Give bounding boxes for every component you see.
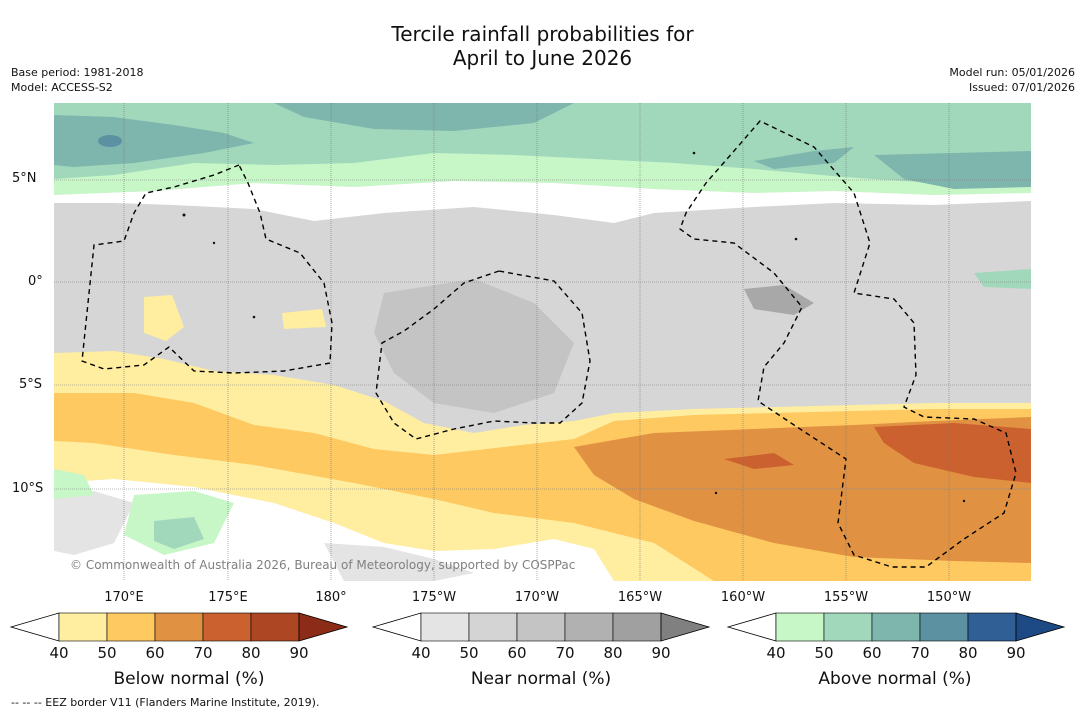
above-normal-north-60 — [54, 115, 254, 167]
colorbar-segment — [420, 612, 470, 642]
title-line-1: Tercile rainfall probabilities for — [391, 22, 694, 46]
colorbar-label-above: Above normal (%) — [818, 669, 972, 689]
colorbar-segment — [919, 612, 969, 642]
colorbar-tick-label: 40 — [766, 644, 786, 662]
colorbar-segment — [106, 612, 156, 642]
colorbar-segment — [250, 612, 300, 642]
above-normal-north-60c — [874, 151, 1031, 189]
colorbar-high-extend — [298, 612, 349, 642]
colorbar-segment — [202, 612, 252, 642]
lat-tick-5s: 5°S — [19, 377, 43, 392]
colorbar-low-extend — [371, 612, 422, 642]
colorbar-low-extend — [726, 612, 777, 642]
colorbar-tick-label: 40 — [411, 644, 431, 662]
lon-tick-170e: 170°E — [104, 590, 144, 605]
colorbar-tick-label: 90 — [1006, 644, 1026, 662]
lon-tick-160w: 160°W — [720, 590, 766, 605]
colorbar-tick-label: 80 — [603, 644, 623, 662]
colorbar-tick-label: 60 — [145, 644, 165, 662]
near-normal-southwest — [54, 491, 474, 581]
model-name: Model: ACCESS-S2 — [11, 81, 113, 94]
colorbar-tick-label: 50 — [97, 644, 117, 662]
colorbar-label-near: Near normal (%) — [470, 669, 612, 689]
near-normal-dark-patch — [744, 285, 814, 315]
colorbar-tick-label: 70 — [193, 644, 213, 662]
above-normal-southwest-50 — [154, 517, 204, 549]
colorbar-segment — [823, 612, 873, 642]
colorbar-tick-label: 90 — [651, 644, 671, 662]
above-normal-equator-east — [974, 269, 1031, 289]
island — [794, 237, 798, 241]
lon-tick-175e: 175°E — [208, 590, 248, 605]
islands — [182, 151, 966, 503]
island — [962, 499, 966, 503]
island — [692, 151, 696, 155]
colorbar-tick-label: 70 — [555, 644, 575, 662]
eez-border-west — [81, 164, 333, 374]
island — [714, 491, 718, 495]
colorbar-near-normal — [371, 612, 711, 642]
meta-left: Base period: 1981-2018 Model: ACCESS-S2 — [11, 65, 143, 95]
colorbar-below-normal — [9, 612, 349, 642]
meta-right: Model run: 05/01/2026 Issued: 07/01/2026 — [949, 65, 1075, 95]
lat-tick-10s: 10°S — [12, 481, 44, 496]
title-line-2: April to June 2026 — [452, 46, 633, 70]
colorbar-label-below: Below normal (%) — [113, 669, 265, 689]
above-normal-north-60b — [274, 103, 574, 131]
colorbar-tick-label: 80 — [241, 644, 261, 662]
colorbar-segment — [516, 612, 566, 642]
island — [212, 241, 216, 245]
colorbars — [9, 612, 1066, 642]
graticule — [54, 103, 1031, 581]
colorbar-high-extend — [1015, 612, 1066, 642]
white-gap-north — [54, 181, 1031, 223]
colorbar-tick-label: 50 — [459, 644, 479, 662]
colorbar-tick-label: 60 — [507, 644, 527, 662]
base-period: Base period: 1981-2018 — [11, 66, 144, 79]
colorbar-tick-label: 80 — [958, 644, 978, 662]
colorbar-tick-label: 60 — [862, 644, 882, 662]
island — [182, 213, 186, 217]
lon-tick-155w: 155°W — [823, 590, 869, 605]
below-normal-south-70 — [724, 423, 1031, 483]
eez-border-east — [679, 120, 1017, 568]
colorbar-low-extend — [9, 612, 60, 642]
colorbar-high-extend — [660, 612, 711, 642]
issued-date: Issued: 07/01/2026 — [968, 81, 1075, 94]
above-normal-70-patch — [98, 135, 122, 147]
lon-tick-180: 180° — [315, 590, 347, 605]
below-normal-north-patch — [144, 295, 326, 341]
eez-borders — [81, 120, 1017, 568]
colorbar-tick-label: 50 — [814, 644, 834, 662]
map-title: Tercile rainfall probabilities for April… — [0, 22, 1085, 70]
colorbar-segment — [58, 612, 108, 642]
lon-tick-170w: 170°W — [514, 590, 560, 605]
colorbar-segment — [564, 612, 614, 642]
colorbar-above-normal — [726, 612, 1066, 642]
lon-tick-165w: 165°W — [617, 590, 663, 605]
colorbar-segment — [967, 612, 1017, 642]
rainfall-map — [54, 103, 1031, 581]
near-normal-core — [374, 279, 574, 413]
colorbar-segment — [468, 612, 518, 642]
colorbar-segment — [871, 612, 921, 642]
lon-tick-150w: 150°W — [926, 590, 972, 605]
colorbar-segment — [154, 612, 204, 642]
eez-footnote: -- -- -- EEZ border V11 (Flanders Marine… — [11, 696, 320, 709]
eez-border-center — [375, 270, 591, 440]
lat-tick-equator: 0° — [28, 274, 43, 289]
model-run: Model run: 05/01/2026 — [949, 66, 1075, 79]
above-normal-north-60d — [754, 147, 854, 169]
copyright-notice: © Commonwealth of Australia 2026, Bureau… — [70, 558, 576, 572]
island — [252, 315, 256, 319]
colorbar-segment — [612, 612, 662, 642]
lat-tick-5n: 5°N — [12, 171, 37, 186]
lon-tick-175w: 175°W — [411, 590, 457, 605]
colorbar-segment — [775, 612, 825, 642]
colorbar-tick-label: 90 — [289, 644, 309, 662]
colorbar-tick-label: 40 — [49, 644, 69, 662]
colorbar-tick-label: 70 — [910, 644, 930, 662]
